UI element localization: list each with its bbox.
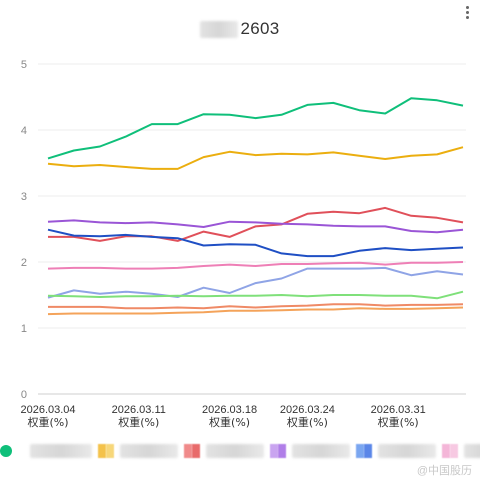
redacted-legend-label: [292, 444, 350, 458]
x-tick-label: 2026.03.31: [371, 404, 426, 416]
y-axis-ticks: 0 1 2 3 4 5: [21, 59, 27, 401]
series-line-8[interactable]: [47, 290, 464, 300]
y-tick-label: 1: [21, 323, 27, 335]
legend-dot: [0, 445, 12, 457]
x-tick-sublabel: 权重(%): [287, 415, 328, 429]
redacted-title-prefix: [200, 20, 239, 38]
legend-swatch: [98, 444, 106, 458]
watermark: @中国股历: [416, 465, 472, 477]
legend-item[interactable]: [184, 444, 264, 458]
chart-title: 2603: [0, 14, 480, 44]
chart-legend: [0, 438, 480, 464]
legend-item[interactable]: [356, 444, 436, 458]
series-line-3[interactable]: [48, 206, 464, 242]
redacted-legend-label: [30, 444, 92, 458]
legend-swatch: [270, 444, 278, 458]
x-tick-sublabel: 权重(%): [118, 415, 159, 429]
series-line-1[interactable]: [47, 97, 464, 160]
legend-swatch: [106, 444, 114, 458]
legend-item[interactable]: [442, 444, 480, 458]
redacted-legend-label: [206, 444, 264, 458]
redacted-legend-label: [464, 444, 480, 458]
legend-swatch: [184, 444, 192, 458]
y-tick-label: 0: [21, 389, 27, 401]
y-tick-label: 3: [21, 191, 27, 203]
y-tick-label: 2: [21, 257, 27, 269]
redacted-legend-label: [378, 444, 436, 458]
x-axis-ticks: 2026.03.04权重(%)2026.03.11权重(%)2026.03.18…: [20, 404, 425, 429]
more-vertical-icon[interactable]: [460, 2, 474, 22]
redacted-legend-label: [120, 444, 178, 458]
x-tick-sublabel: 权重(%): [27, 415, 68, 429]
y-tick-label: 4: [21, 125, 27, 137]
series-line-5[interactable]: [47, 228, 464, 258]
x-tick-label: 2026.03.24: [280, 404, 335, 416]
x-tick-sublabel: 权重(%): [209, 415, 250, 429]
x-tick-label: 2026.03.04: [20, 404, 75, 416]
series-line-9[interactable]: [48, 303, 464, 310]
legend-swatch: [356, 444, 364, 458]
legend-swatch: [442, 444, 450, 458]
legend-swatch: [450, 444, 458, 458]
series-line-6[interactable]: [47, 261, 464, 270]
legend-item[interactable]: [0, 444, 92, 458]
chart-title-text: 2603: [240, 19, 280, 38]
x-tick-label: 2026.03.18: [202, 404, 257, 416]
x-tick-sublabel: 权重(%): [378, 415, 419, 429]
legend-item[interactable]: [98, 444, 178, 458]
series-line-10[interactable]: [47, 306, 464, 316]
grid-lines: [38, 63, 466, 395]
y-tick-label: 5: [21, 59, 27, 71]
series-line-4[interactable]: [47, 219, 464, 234]
legend-swatch: [192, 444, 200, 458]
x-tick-label: 2026.03.11: [112, 404, 166, 416]
series-line-7[interactable]: [47, 266, 464, 299]
legend-swatch: [278, 444, 286, 458]
legend-item[interactable]: [270, 444, 350, 458]
series-lines: [47, 97, 464, 316]
series-line-2[interactable]: [47, 146, 464, 170]
legend-swatch: [364, 444, 372, 458]
